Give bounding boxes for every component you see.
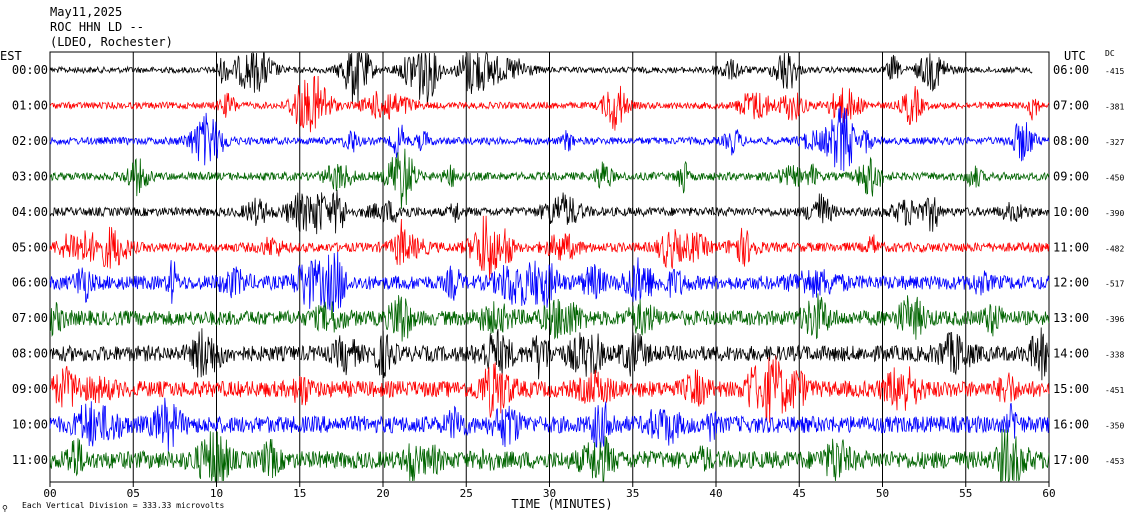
header-station: ROC HHN LD -- [50,20,144,34]
row-dc-value: -381 [1105,102,1124,111]
x-tick-label: 60 [1042,487,1055,500]
row-dc-value: -415 [1105,67,1124,76]
row-label-local: 05:00 [12,240,48,254]
trace-row-0900 [49,355,1050,423]
row-label-utc: 14:00 [1053,347,1089,361]
row-dc-value: -327 [1105,138,1124,147]
row-label-utc: 11:00 [1053,240,1089,254]
row-label-local: 08:00 [12,347,48,361]
row-dc-value: -482 [1105,244,1124,253]
x-tick-label: 50 [876,487,889,500]
trace-row-1000 [49,397,1050,452]
row-label-utc: 10:00 [1053,205,1089,219]
right-timezone-label: UTC [1064,49,1086,63]
row-label-utc: 13:00 [1053,311,1089,325]
trace-row-0400 [49,189,1050,235]
trace-lines [49,51,1050,482]
dc-column-label: DC [1105,49,1115,58]
logo-icon: ⚲ [2,504,8,513]
x-tick-label: 00 [43,487,56,500]
row-label-local: 07:00 [12,311,48,325]
row-dc-value: -396 [1105,315,1124,324]
row-label-utc: 06:00 [1053,63,1089,77]
row-dc-value: -517 [1105,280,1124,289]
x-tick-label: 15 [293,487,306,500]
row-time-labels: 00:00 06:00 -415 01:00 07:00 -381 02:00 08:00 -3… [12,63,1125,467]
row-dc-value: -450 [1105,173,1124,182]
x-tick-label: 25 [460,487,473,500]
row-label-utc: 17:00 [1053,453,1089,467]
trace-row-0800 [49,327,1050,381]
x-axis-ticks: 00 05 10 15 20 25 30 35 40 45 50 55 60 [43,482,1056,500]
row-dc-value: -350 [1105,422,1124,431]
row-dc-value: -338 [1105,351,1124,360]
row-label-utc: 08:00 [1053,134,1089,148]
row-label-local: 09:00 [12,382,48,396]
trace-row-0500 [49,215,1050,280]
row-dc-value: -390 [1105,209,1124,218]
left-timezone-label: EST [0,49,22,63]
header-date: May11,2025 [50,5,122,19]
row-label-utc: 07:00 [1053,98,1089,112]
x-tick-label: 35 [626,487,639,500]
header-network: (LDEO, Rochester) [50,35,173,49]
row-label-local: 02:00 [12,134,48,148]
x-tick-label: 45 [793,487,806,500]
x-tick-label: 40 [709,487,722,500]
trace-row-0600 [49,251,1050,313]
row-label-local: 03:00 [12,169,48,183]
vertical-grid [132,52,967,482]
row-dc-value: -453 [1105,457,1124,466]
row-label-local: 11:00 [12,453,48,467]
trace-row-0200 [49,106,1050,172]
x-tick-label: 20 [376,487,389,500]
trace-row-0700 [49,293,1050,342]
row-label-local: 04:00 [12,205,48,219]
row-label-local: 06:00 [12,276,48,290]
row-label-local: 01:00 [12,98,48,112]
x-tick-label: 05 [127,487,140,500]
trace-row-0000 [49,51,1033,106]
row-label-utc: 15:00 [1053,382,1089,396]
x-tick-label: 55 [959,487,972,500]
row-label-utc: 12:00 [1053,276,1089,290]
row-label-utc: 16:00 [1053,418,1089,432]
row-label-local: 10:00 [12,418,48,432]
trace-row-1100 [49,428,1050,482]
row-dc-value: -451 [1105,386,1124,395]
x-tick-label: 30 [543,487,556,500]
row-label-utc: 09:00 [1053,169,1089,183]
x-axis-label: TIME (MINUTES) [511,497,612,511]
x-tick-label: 10 [210,487,223,500]
scale-note: Each Vertical Division = 333.33 microvol… [22,501,224,510]
row-label-local: 00:00 [12,63,48,77]
trace-row-0300 [49,148,1050,209]
trace-row-0100 [49,75,1050,133]
